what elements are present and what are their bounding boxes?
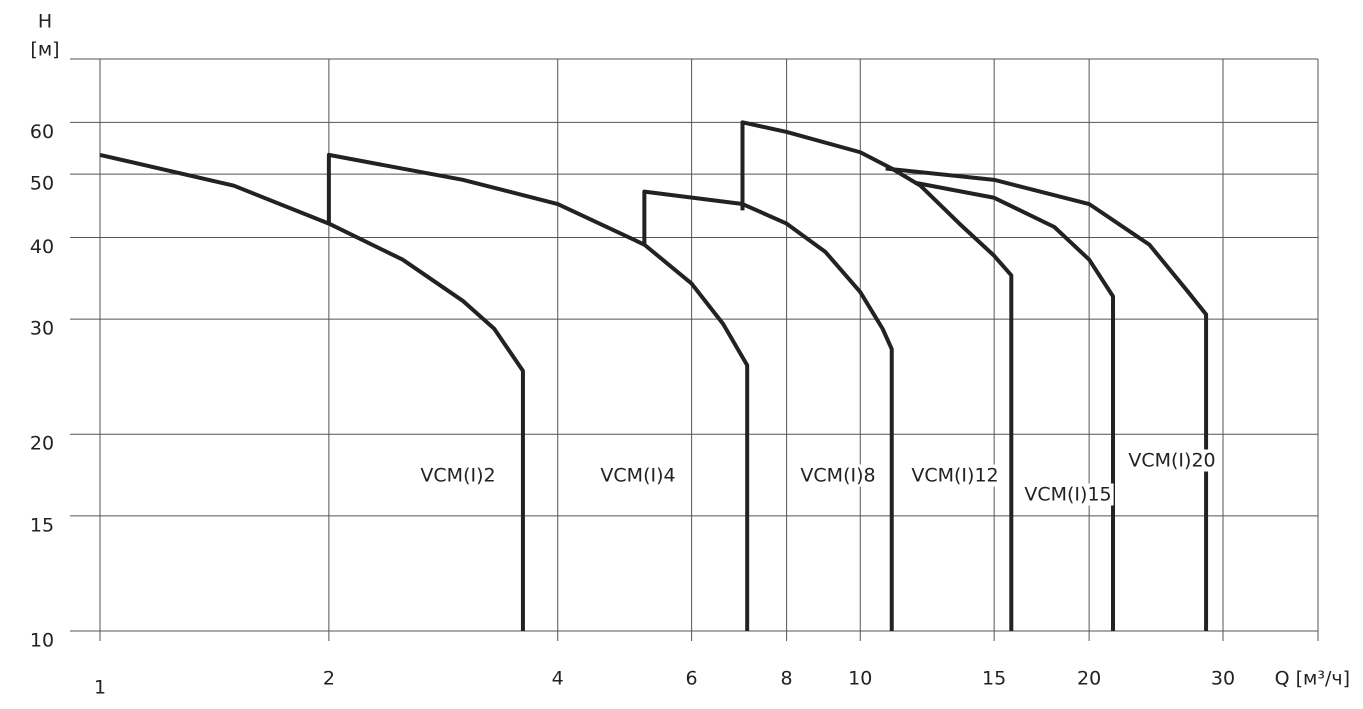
pump-curve: [642, 189, 894, 631]
label-background: [1022, 483, 1114, 506]
pump-curve: [885, 166, 1209, 631]
series-label: VCM(I)2: [420, 465, 495, 487]
label-background: [598, 464, 678, 487]
x-tick-label: 1: [94, 677, 106, 699]
y-tick-label: 50: [30, 173, 54, 195]
pump-curve: [914, 180, 1116, 631]
y-tick-label: 40: [30, 236, 54, 258]
x-tick-label: 10: [848, 668, 872, 690]
x-tick-label: 15: [982, 668, 1006, 690]
label-background: [1126, 449, 1218, 472]
series-label: VCM(I)4: [600, 465, 675, 487]
x-tick-label: 8: [781, 668, 793, 690]
label-background: [418, 464, 498, 487]
x-tick-label: 2: [323, 668, 335, 690]
x-tick-label: 30: [1211, 668, 1235, 690]
y-axis-unit: [м]: [30, 39, 59, 61]
pump-curve: [99, 152, 525, 631]
x-tick-label: 20: [1077, 668, 1101, 690]
x-tick-label: 4: [552, 668, 564, 690]
pump-curve: [740, 120, 1014, 631]
y-tick-label: 60: [30, 121, 54, 143]
series-label: VCM(I)20: [1128, 450, 1215, 472]
series-label: VCM(I)8: [800, 465, 875, 487]
y-tick-label: 20: [30, 433, 54, 455]
label-background: [909, 464, 1001, 487]
y-tick-label: 10: [30, 630, 54, 652]
y-axis-label: H: [38, 11, 52, 33]
x-tick-label: 6: [686, 668, 698, 690]
y-tick-label: 15: [30, 514, 54, 536]
label-background: [798, 464, 878, 487]
x-axis-label: Q [м³/ч]: [1275, 668, 1350, 690]
series-label: VCM(I)12: [911, 465, 998, 487]
y-tick-label: 30: [30, 318, 54, 340]
series-label: VCM(I)15: [1024, 484, 1111, 506]
